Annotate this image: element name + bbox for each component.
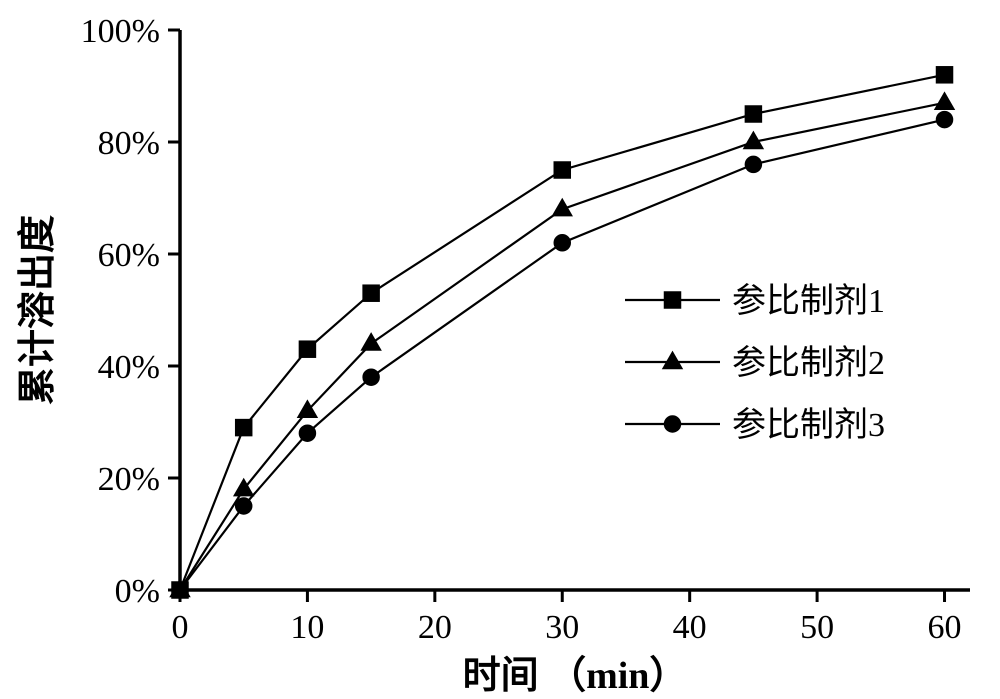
x-tick-label: 50	[800, 609, 834, 646]
y-axis-title: 累计溶出度	[17, 215, 59, 405]
marker-circle	[299, 425, 315, 441]
y-tick-label: 60%	[98, 237, 160, 274]
x-tick-label: 40	[673, 609, 707, 646]
legend-label-ref3: 参比制剂3	[732, 406, 885, 444]
y-tick-label: 40%	[98, 349, 160, 386]
marker-circle	[236, 498, 252, 514]
marker-square	[665, 292, 681, 308]
x-tick-label: 20	[418, 609, 452, 646]
marker-circle	[937, 112, 953, 128]
marker-square	[299, 341, 315, 357]
legend-label-ref1: 参比制剂1	[732, 282, 885, 320]
marker-circle	[745, 156, 761, 172]
y-tick-label: 100%	[81, 13, 160, 50]
marker-circle	[172, 582, 188, 598]
marker-square	[554, 162, 570, 178]
y-tick-label: 20%	[98, 461, 160, 498]
dissolution-chart: 0 10 20 30 40 50 60 0% 20% 40% 60% 80% 100% 时间 （min） 累…	[0, 0, 1000, 699]
x-axis-title: 时间 （min）	[463, 655, 688, 697]
x-tick-label: 60	[928, 609, 962, 646]
x-tick-label: 0	[172, 609, 189, 646]
marker-square	[236, 420, 252, 436]
y-tick-label: 0%	[115, 573, 160, 610]
y-tick-label: 80%	[98, 125, 160, 162]
x-tick-label: 10	[290, 609, 324, 646]
marker-circle	[665, 416, 681, 432]
chart-svg: 0 10 20 30 40 50 60 0% 20% 40% 60% 80% 100% 时间 （min） 累…	[0, 0, 1000, 699]
marker-circle	[363, 369, 379, 385]
marker-square	[363, 285, 379, 301]
marker-circle	[554, 235, 570, 251]
marker-square	[937, 67, 953, 83]
marker-square	[745, 106, 761, 122]
x-tick-label: 30	[545, 609, 579, 646]
legend-label-ref2: 参比制剂2	[732, 344, 885, 382]
